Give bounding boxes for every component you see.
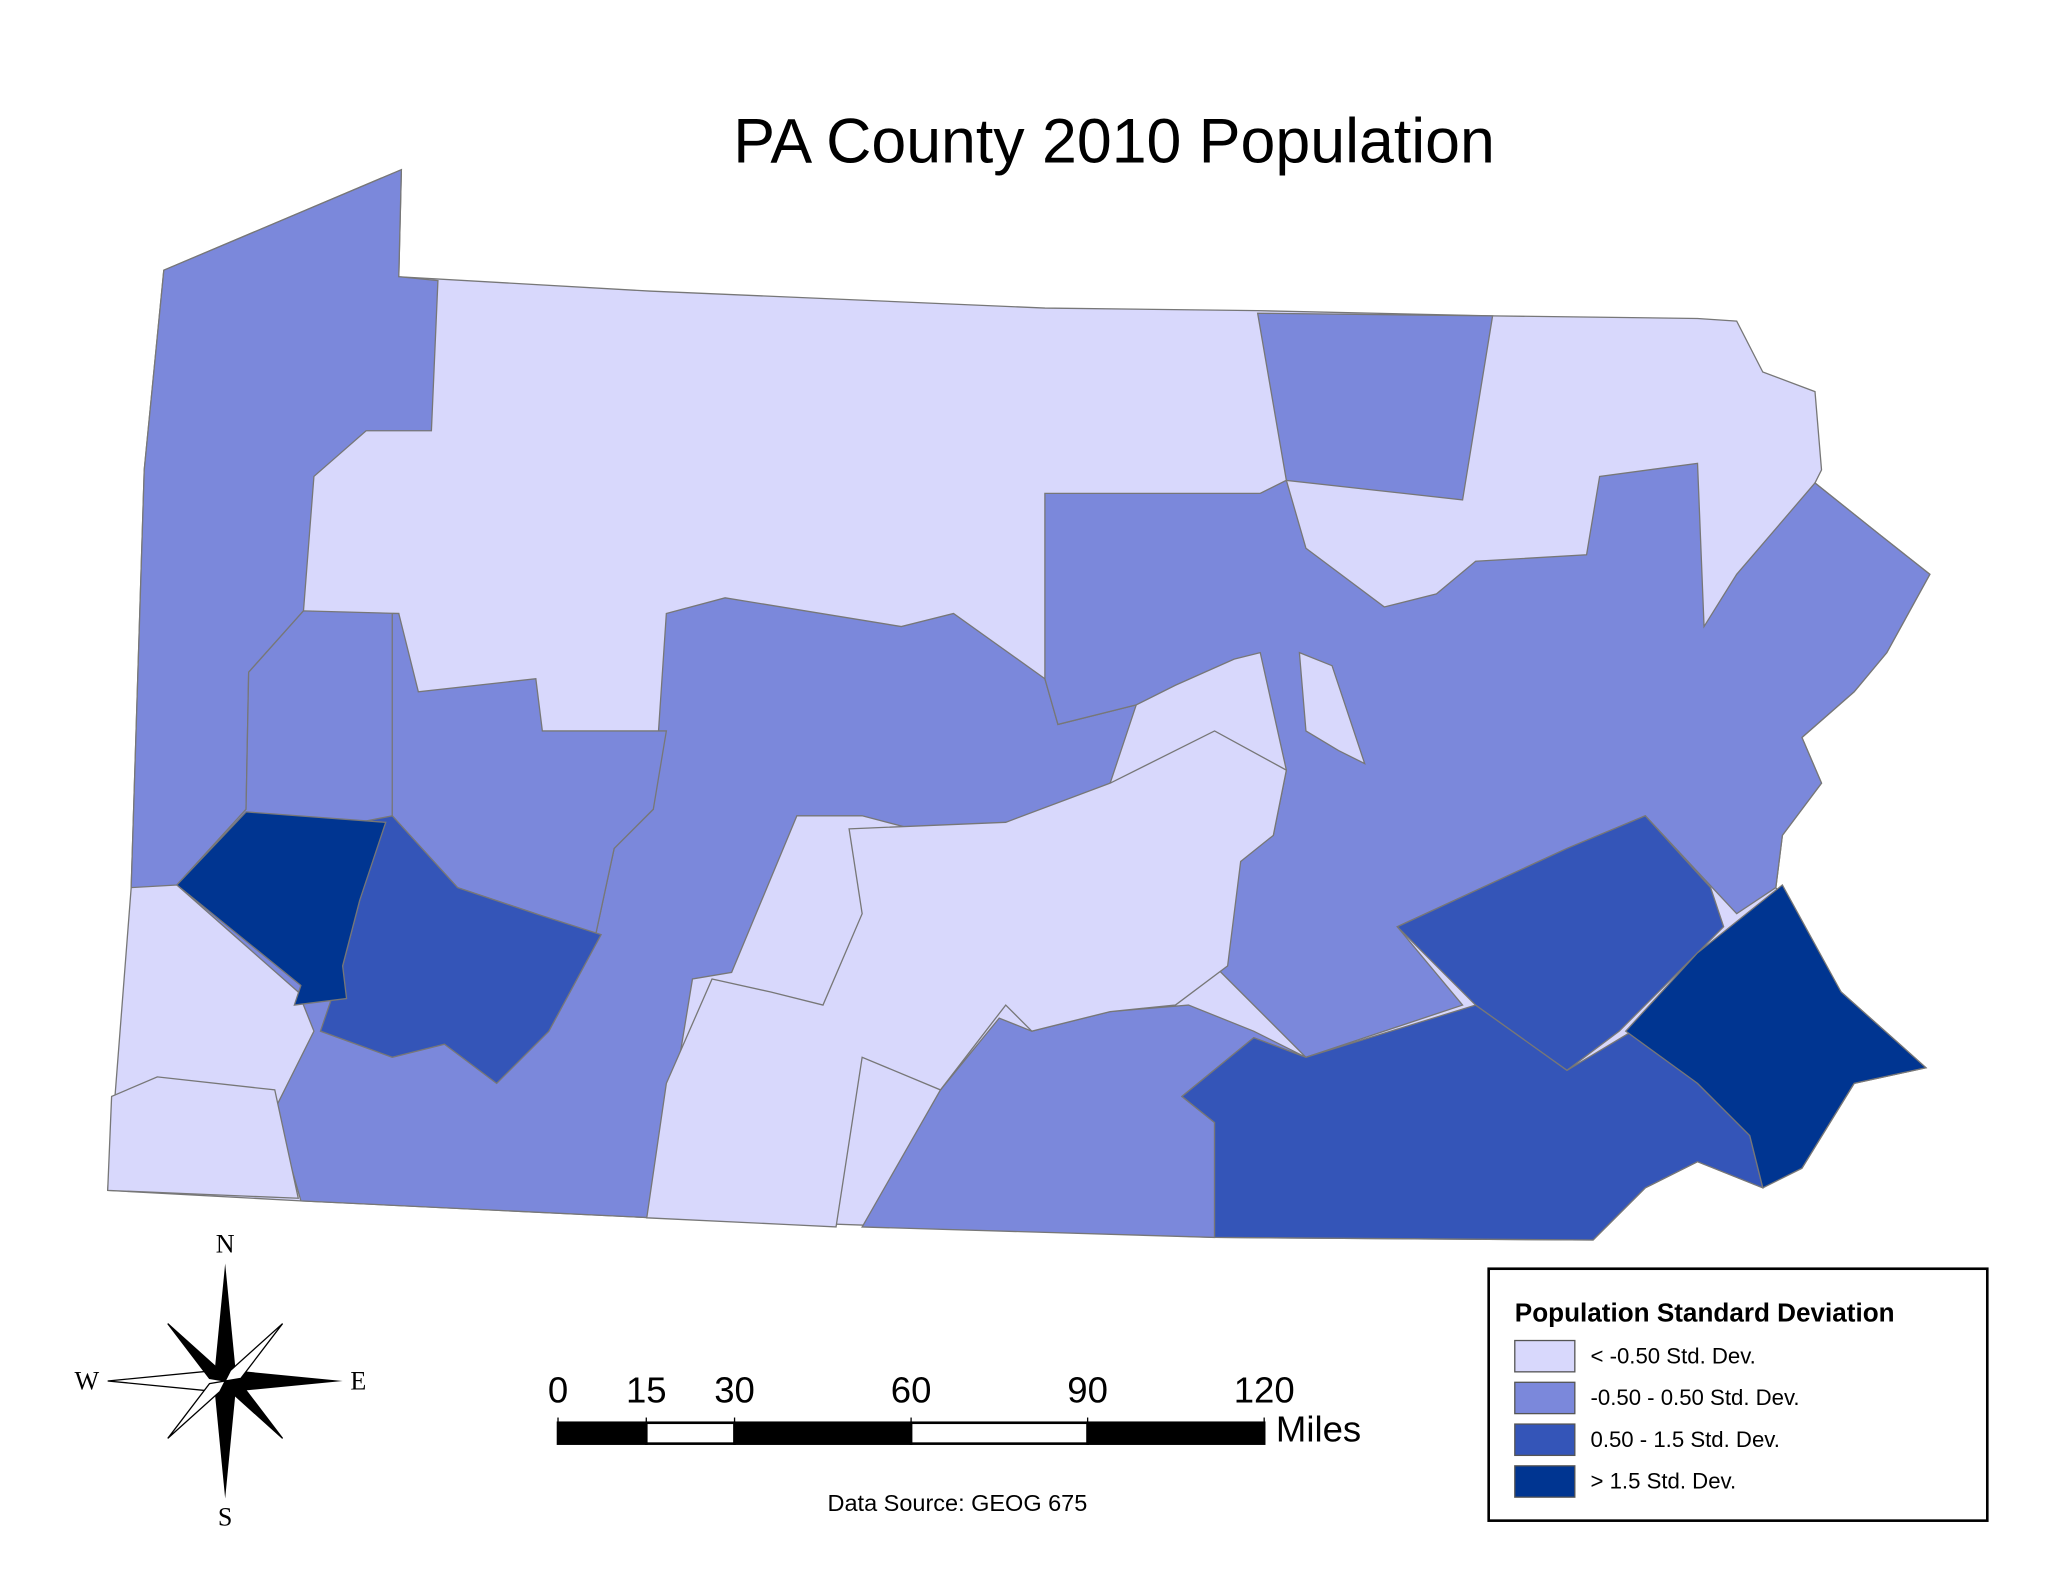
compass-point: [225, 1370, 343, 1392]
compass-s: S: [218, 1502, 233, 1531]
legend-swatch: [1514, 1339, 1576, 1373]
legend-label: > 1.5 Std. Dev.: [1590, 1469, 1736, 1494]
scale-segment: [556, 1421, 648, 1445]
scale-segment: [1086, 1421, 1266, 1445]
compass-w: W: [74, 1367, 99, 1396]
legend: < -0.50 Std. Dev. -0.50 - 0.50 Std. Dev. 0…: [1514, 1339, 1800, 1498]
scale-segment: [909, 1421, 1089, 1445]
scale-label: 120: [1234, 1369, 1295, 1410]
region: [1256, 312, 1494, 501]
scale-label: 0: [548, 1369, 568, 1410]
map-title: PA County 2010 Population: [733, 107, 1495, 177]
scale-label: 60: [891, 1369, 932, 1410]
region: [1396, 815, 1725, 1072]
data-source: Data Source: GEOG 675: [828, 1490, 1088, 1516]
compass-point: [214, 1263, 236, 1381]
legend-title: Population Standard Deviation: [1515, 1297, 1895, 1327]
region: [646, 730, 1288, 1228]
legend-label: -0.50 - 0.50 Std. Dev.: [1590, 1385, 1799, 1410]
compass-point: [224, 1380, 284, 1439]
scale-segment: [733, 1421, 913, 1445]
compass-e: E: [350, 1367, 366, 1396]
regions: [106, 168, 1931, 1241]
scale-unit: Miles: [1276, 1409, 1361, 1450]
legend-label: < -0.50 Std. Dev.: [1590, 1343, 1755, 1368]
compass-n: N: [216, 1230, 235, 1259]
scale-segment: [644, 1421, 736, 1445]
region: [107, 1076, 300, 1199]
legend-swatch: [1514, 1381, 1576, 1415]
scale-label: 15: [626, 1369, 667, 1410]
scale-label: 30: [714, 1369, 755, 1410]
compass-rose: N E S W: [74, 1230, 366, 1532]
legend-swatch: [1514, 1465, 1576, 1498]
region: [1298, 651, 1366, 765]
compass-point: [214, 1380, 236, 1499]
region: [175, 811, 387, 1006]
legend-swatch: [1514, 1423, 1576, 1457]
region: [130, 168, 439, 889]
region: [1624, 883, 1928, 1189]
legend-label: 0.50 - 1.5 Std. Dev.: [1590, 1427, 1779, 1452]
scale-label: 90: [1067, 1369, 1108, 1410]
